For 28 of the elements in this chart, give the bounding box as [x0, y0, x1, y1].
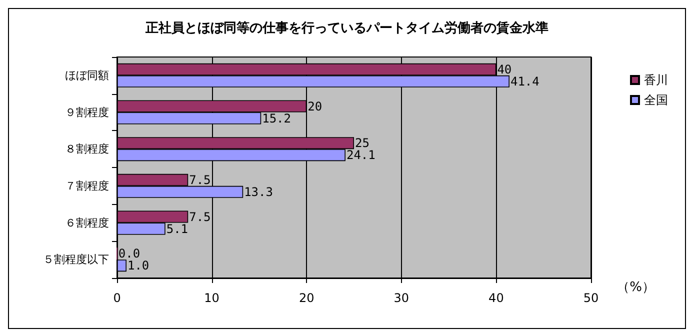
data-label: 7.5 — [189, 172, 211, 187]
y-tick-label: ９割程度 — [65, 106, 109, 119]
y-tick-label: ５割程度以下 — [43, 253, 109, 266]
y-tick-label: ７割程度 — [65, 179, 109, 192]
x-tick-label: 40 — [488, 291, 504, 305]
y-tick-label: ８割程度 — [65, 142, 109, 156]
x-tick-label: 20 — [298, 291, 314, 305]
data-label: 25 — [355, 136, 370, 150]
data-label: 20 — [308, 99, 322, 114]
chart-title: 正社員とほぼ同等の仕事を行っているパートタイム労働者の賃金水準 — [144, 20, 548, 36]
data-label: 0.0 — [118, 246, 140, 261]
data-label: 40 — [497, 62, 512, 76]
x-tick-label: 0 — [113, 291, 121, 305]
data-label: 7.5 — [189, 210, 211, 224]
text: （%） — [616, 280, 656, 295]
data-label: 24.1 — [346, 148, 376, 162]
data-label: 15.2 — [262, 111, 291, 126]
y-tick-label: ６割程度 — [65, 216, 109, 230]
legend-label: 全国 — [644, 93, 668, 107]
data-label: 5.1 — [166, 222, 188, 236]
legend-label: 香川 — [644, 73, 668, 87]
y-tick-label: ほぼ同額 — [65, 68, 109, 82]
data-label: 1.0 — [127, 258, 150, 273]
data-label: 41.4 — [510, 74, 540, 88]
data-label: 13.3 — [244, 184, 273, 199]
x-tick-label: 30 — [394, 291, 410, 305]
x-tick-label: 50 — [583, 291, 599, 305]
x-tick-label: 10 — [204, 291, 220, 305]
